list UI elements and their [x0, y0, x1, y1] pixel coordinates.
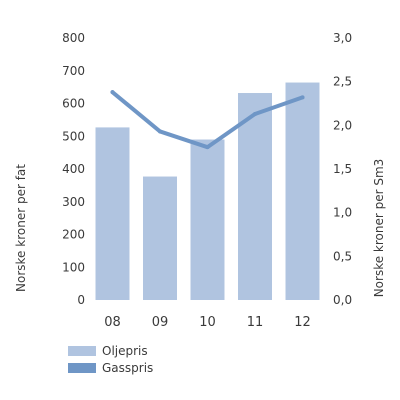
gasspris-point-12	[300, 95, 305, 100]
y-tick-500: 500	[62, 129, 85, 143]
y2-tick-0,0: 0,0	[333, 293, 352, 307]
left-axis-ticks: 0 100 200 300 400 500 600 700 800	[62, 31, 85, 307]
y2-tick-3,0: 3,0	[333, 31, 352, 45]
y2-tick-2,5: 2,5	[333, 75, 352, 89]
bar-10	[190, 139, 225, 300]
y-tick-300: 300	[62, 195, 85, 209]
y-tick-100: 100	[62, 260, 85, 274]
left-axis-title: Norske kroner per fat	[14, 164, 28, 292]
legend-swatch-oljepris	[68, 345, 96, 356]
y-tick-200: 200	[62, 228, 85, 242]
x-tick-11: 11	[247, 315, 264, 330]
legend-item-oljepris: Oljepris	[68, 342, 153, 359]
gasspris-point-09	[158, 129, 162, 134]
line-series-gasspris	[110, 90, 305, 150]
legend-swatch-gasspris	[68, 362, 96, 373]
bar-11	[238, 93, 272, 301]
gasspris-line	[110, 90, 305, 150]
y2-tick-1,0: 1,0	[333, 206, 352, 220]
y-tick-800: 800	[62, 31, 85, 45]
legend-label-oljepris: Oljepris	[102, 343, 148, 358]
bar-09	[143, 176, 177, 300]
right-axis-title: Norske kroner per Sm3	[372, 159, 386, 298]
x-tick-12: 12	[294, 315, 311, 330]
y-tick-600: 600	[62, 97, 85, 111]
y-tick-700: 700	[62, 64, 85, 78]
right-axis-ticks: 0,0 0,5 1,0 1,5 2,0 2,5 3,0	[333, 31, 352, 307]
x-tick-09: 09	[152, 315, 169, 330]
legend-label-gasspris: Gasspris	[102, 360, 154, 375]
y2-tick-1,5: 1,5	[333, 162, 352, 176]
y-tick-400: 400	[62, 162, 85, 176]
bar-12	[285, 82, 320, 300]
gasspris-point-08	[110, 90, 115, 95]
x-tick-08: 08	[104, 315, 121, 330]
x-axis-ticks: 08 09 10 11 12	[104, 315, 311, 330]
y2-tick-0,5: 0,5	[333, 249, 352, 263]
x-tick-10: 10	[199, 315, 216, 330]
bar-series-oljepris	[95, 82, 320, 301]
legend: Oljepris Gasspris	[68, 342, 153, 376]
gasspris-point-11	[253, 111, 257, 116]
y2-tick-2,0: 2,0	[333, 118, 352, 132]
gasspris-point-10	[205, 145, 210, 150]
bar-08	[95, 127, 130, 300]
y-tick-0: 0	[77, 293, 85, 307]
legend-item-gasspris: Gasspris	[68, 359, 153, 376]
